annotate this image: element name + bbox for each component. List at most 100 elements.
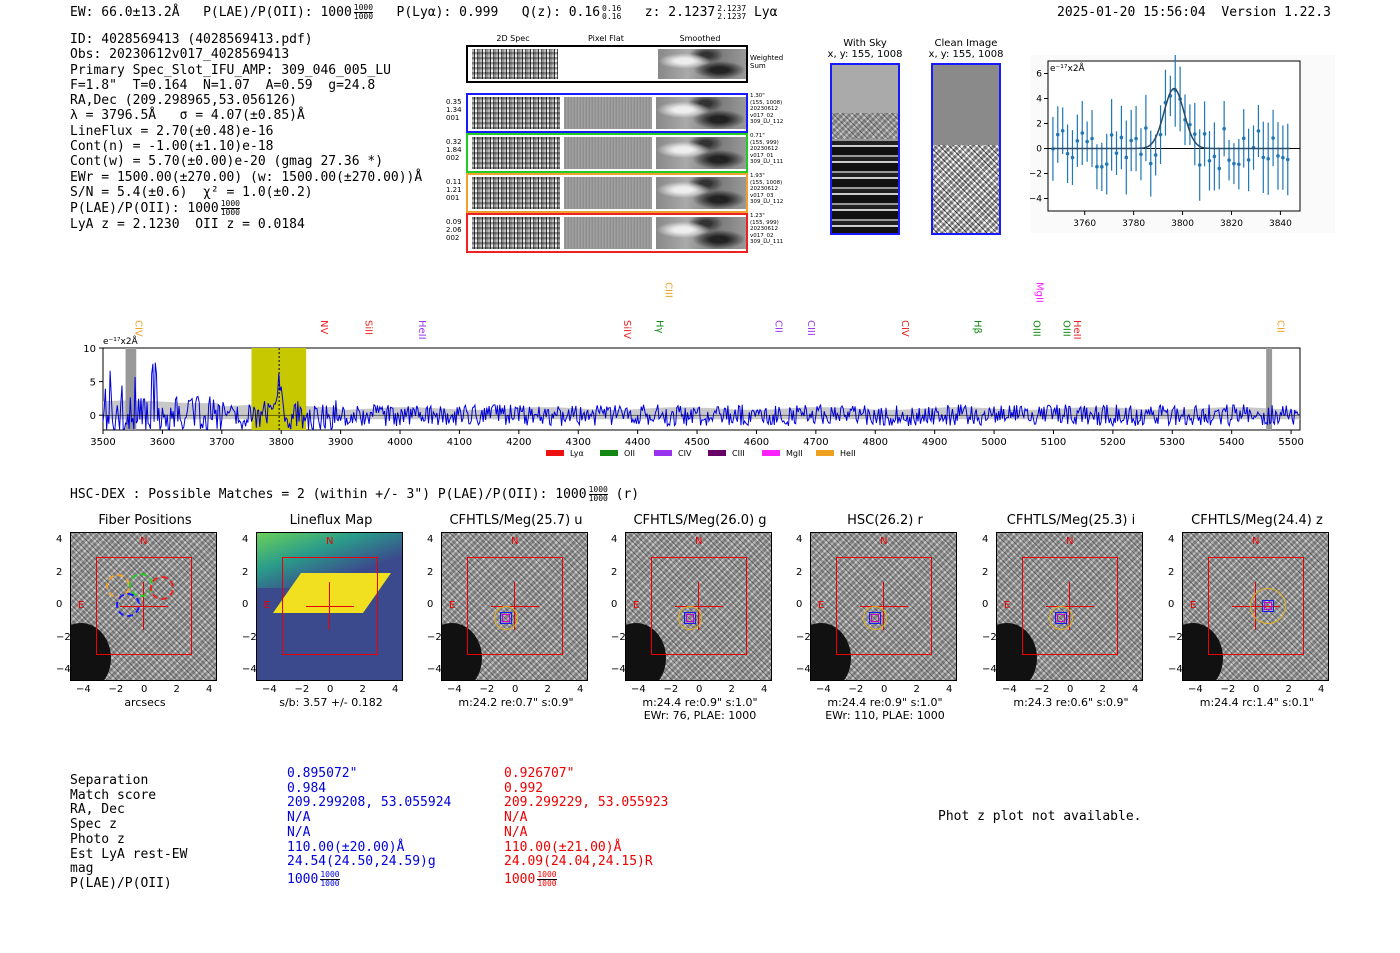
info-line: Cont(w) = 5.70(±0.00)e-20 (gmag 27.36 *) xyxy=(70,154,384,170)
full-ytick-label: 5 xyxy=(90,378,96,389)
clean-image-header: Clean Image x, y: 155, 1008 xyxy=(926,38,1006,60)
zoom-point xyxy=(1158,132,1163,137)
match-label: Photo z xyxy=(70,831,125,847)
cutout-subtitle: m:24.4 re:0.9" s:1.0" xyxy=(827,696,943,709)
north-label: N xyxy=(140,536,148,547)
east-label: E xyxy=(264,600,271,611)
full-xtick-label: 4000 xyxy=(387,437,412,448)
match-label: Spec z xyxy=(70,817,117,833)
cutout-xtick-label: −4 xyxy=(1002,684,1017,695)
match-value: N/A xyxy=(504,824,528,840)
cutout-xtick-label: 2 xyxy=(359,684,366,695)
cutout-xtick-label: 2 xyxy=(173,684,180,695)
full-xtick-label: 4600 xyxy=(744,437,769,448)
crosshair-h xyxy=(675,606,723,607)
cutout-subtitle: m:24.4 rc:1.4" s:0.1" xyxy=(1199,696,1315,709)
match-value: 0.984 xyxy=(287,780,327,796)
full-ytick-label: 10 xyxy=(83,344,96,355)
zoom-point xyxy=(1192,132,1197,136)
legend-swatch xyxy=(816,450,834,456)
spectral-line-label: OIII xyxy=(1060,320,1071,337)
match-ellipse xyxy=(1049,606,1073,630)
match-labels: Separation Match score RA, Dec Spec z Photo … xyxy=(70,773,187,892)
spec2d-row-left-label: 0.11 1.21 001 xyxy=(446,178,462,202)
info-z: LyA z = 2.1230 OII z = 0.0184 xyxy=(70,217,305,233)
zoom-point xyxy=(1085,139,1089,144)
cutout-ytick-label: 4 xyxy=(796,534,803,545)
info-line: Primary Spec_Slot_IFU_AMP: 309_046_005_L… xyxy=(70,62,391,78)
aperture-box xyxy=(1022,557,1118,655)
crosshair-v xyxy=(329,582,330,630)
cutout-xtick-label: 4 xyxy=(761,684,768,695)
z-value: z: 2.1237 xyxy=(644,5,716,20)
north-label: N xyxy=(511,536,519,547)
info-line: RA,Dec (209.298965,53.056126) xyxy=(70,93,297,109)
zoom-point xyxy=(1217,166,1222,171)
plya-value: P(Lyα): 0.999 xyxy=(396,5,499,20)
zoom-point xyxy=(1080,131,1085,135)
cutout-ytick-label: 4 xyxy=(56,534,63,545)
cutout-xtick-label: 4 xyxy=(392,684,399,695)
cutout-xtick-label: −2 xyxy=(294,684,310,695)
cutout-xtick-label: −4 xyxy=(816,684,831,695)
full-xtick-label: 3600 xyxy=(150,437,175,448)
with-sky-header: With Sky x, y: 155, 1008 xyxy=(826,38,904,60)
pixelflat-cutout xyxy=(564,177,652,209)
ew-value: EW: 66.0±13.2Å xyxy=(70,5,180,20)
north-label: N xyxy=(695,536,703,547)
match-value: 0.926707" xyxy=(504,766,575,781)
header-summary: EW: 66.0±13.2Å P(LAE)/P(OII): 1000 1000 10… xyxy=(70,4,777,21)
full-ylabel: e⁻¹⁷x2Å xyxy=(103,335,139,347)
full-xtick-label: 5400 xyxy=(1219,437,1244,448)
spectral-line-label: CIV xyxy=(899,320,910,337)
cutout-xtick-label: −2 xyxy=(1220,684,1236,695)
cutout-ytick-label: 4 xyxy=(982,534,989,545)
spectral-line-label: CIV xyxy=(133,320,144,337)
hsc-dex-title: HSC-DEX : Possible Matches = 2 (within +… xyxy=(70,485,640,503)
legend-swatch xyxy=(708,450,726,456)
cutout-ytick-label: −4 xyxy=(796,664,811,675)
fiber-circle xyxy=(150,576,174,600)
cutout-xtick-label: −2 xyxy=(479,684,495,695)
cutout-xtick-label: 0 xyxy=(696,684,703,695)
cutout-ytick-label: −4 xyxy=(611,664,626,675)
zoom-point xyxy=(1070,155,1075,160)
zoom-point xyxy=(1065,151,1070,156)
pixelflat-title: Pixel Flat xyxy=(588,34,624,43)
spec2d-row xyxy=(466,133,748,173)
full-xtick-label: 5500 xyxy=(1278,437,1303,448)
east-label: E xyxy=(633,600,640,611)
legend-label: OII xyxy=(624,449,635,458)
masked-band xyxy=(125,348,137,430)
spectral-line-label: CIII xyxy=(662,282,673,298)
spectral-line-label: Hγ xyxy=(653,320,664,334)
zoom-point xyxy=(1266,156,1270,161)
cutout-ytick-label: −4 xyxy=(982,664,997,675)
smoothed-cutout xyxy=(656,97,746,129)
aperture-box xyxy=(96,557,192,655)
catalog-marker xyxy=(684,612,696,624)
match-value: N/A xyxy=(287,810,311,826)
match-value: 110.00(±20.00)Å xyxy=(287,839,405,855)
match-ellipse xyxy=(1250,588,1286,624)
cutout-ytick-label: 2 xyxy=(796,566,803,578)
with-sky-image xyxy=(830,63,900,235)
cutout-xtick-label: −4 xyxy=(76,684,91,695)
cutout-ytick-label: 4 xyxy=(611,534,618,545)
match-label: mag xyxy=(70,861,94,877)
north-label: N xyxy=(326,536,334,547)
spec2d-panel: 2D Spec Pixel Flat Smoothed Weighted Sum… xyxy=(446,34,796,256)
east-label: E xyxy=(1004,600,1011,611)
cutout-xtick-label: 0 xyxy=(1253,684,1260,695)
spec2d-row-right-label: 1.23" (155, 999) 20230612 v017_02 309_LU… xyxy=(750,213,784,245)
aperture-box xyxy=(282,557,378,655)
full-ytick-label: 0 xyxy=(90,411,96,422)
cutout-xtick-label: −4 xyxy=(631,684,646,695)
cutout-xtick-label: −4 xyxy=(447,684,462,695)
full-xtick-label: 5000 xyxy=(981,437,1006,448)
info-line: S/N = 5.4(±0.6) χ² = 1.0(±0.2) xyxy=(70,184,313,200)
spec2d-row xyxy=(466,213,748,253)
cutout-ytick-label: 4 xyxy=(1168,534,1175,545)
smoothed-cutout xyxy=(656,217,746,249)
cutout-xtick-label: 0 xyxy=(327,684,334,695)
